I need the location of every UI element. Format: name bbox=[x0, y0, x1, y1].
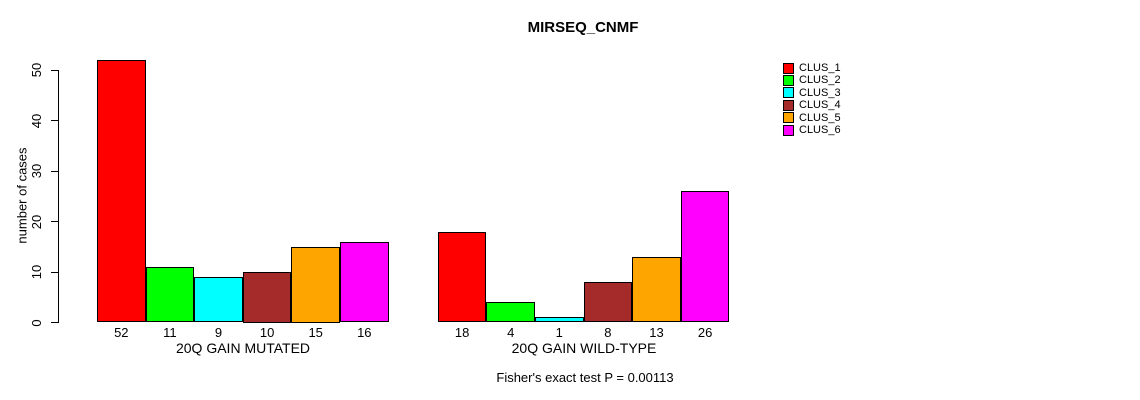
bar-value-label: 10 bbox=[259, 325, 275, 340]
fisher-test-footnote: Fisher's exact test P = 0.00113 bbox=[496, 370, 674, 385]
y-axis-tick bbox=[51, 322, 58, 323]
legend-item-clus_6: CLUS_6 bbox=[783, 124, 841, 136]
legend-swatch-icon bbox=[783, 62, 794, 74]
bar-value-label: 13 bbox=[649, 325, 664, 340]
y-axis-tick bbox=[51, 170, 58, 172]
bar-value-label: 26 bbox=[697, 325, 713, 340]
y-axis-tick-label: 10 bbox=[29, 264, 44, 280]
y-axis-tick bbox=[51, 69, 58, 71]
bar-value-label: 52 bbox=[114, 325, 129, 340]
y-axis-tick-label: 50 bbox=[29, 62, 44, 78]
bar-clus_2 bbox=[145, 266, 195, 323]
bar-clus_6 bbox=[680, 191, 730, 323]
bar-clus_3 bbox=[194, 277, 243, 323]
y-axis-tick bbox=[51, 221, 58, 222]
bar-value-label: 4 bbox=[507, 325, 515, 340]
bar-clus_5 bbox=[291, 246, 340, 323]
x-group-label-mutated: 20Q GAIN MUTATED bbox=[175, 340, 311, 356]
y-axis-tick-label: 30 bbox=[29, 163, 44, 179]
bar-value-label: 11 bbox=[163, 325, 177, 340]
bar-clus_5 bbox=[632, 256, 681, 323]
y-axis-tick-label: 0 bbox=[29, 318, 44, 327]
legend-item-label: CLUS_3 bbox=[799, 86, 841, 99]
bar-clus_4 bbox=[583, 282, 633, 323]
chart-title: MIRSEQ_CNMF bbox=[527, 19, 639, 36]
y-axis-tick-label: 20 bbox=[29, 214, 44, 229]
legend-item-clus_1: CLUS_1 bbox=[783, 62, 841, 74]
legend-swatch-icon bbox=[783, 74, 794, 86]
bar-value-label: 9 bbox=[214, 325, 223, 340]
legend-item-clus_5: CLUS_5 bbox=[783, 112, 841, 124]
legend-item-label: CLUS_1 bbox=[799, 62, 841, 74]
legend-swatch-icon bbox=[783, 124, 794, 136]
x-group-label-wild-type: 20Q GAIN WILD-TYPE bbox=[511, 340, 657, 356]
legend-swatch-icon bbox=[783, 112, 794, 124]
bar-clus_1 bbox=[97, 59, 146, 323]
legend-item-label: CLUS_6 bbox=[799, 124, 841, 136]
bar-value-label: 1 bbox=[555, 325, 563, 340]
legend-item-clus_2: CLUS_2 bbox=[783, 74, 841, 86]
legend-item-label: CLUS_5 bbox=[799, 111, 841, 124]
y-axis-label: number of cases bbox=[14, 147, 30, 244]
legend-item-label: CLUS_2 bbox=[799, 74, 841, 87]
bar-value-label: 15 bbox=[308, 325, 323, 340]
y-axis-line bbox=[58, 70, 59, 323]
y-axis-tick bbox=[51, 120, 58, 121]
bar-clus_4 bbox=[242, 272, 292, 323]
bar-clus_1 bbox=[437, 231, 487, 323]
legend-item-clus_4: CLUS_4 bbox=[783, 99, 841, 111]
bar-clus_6 bbox=[340, 241, 389, 323]
legend-item-clus_3: CLUS_3 bbox=[783, 87, 841, 99]
bar-clus_3 bbox=[535, 317, 584, 323]
bar-value-label: 16 bbox=[357, 325, 372, 340]
legend-swatch-icon bbox=[783, 99, 794, 111]
bar-clus_2 bbox=[486, 302, 535, 323]
y-axis-tick-label: 40 bbox=[29, 113, 44, 128]
bar-value-label: 8 bbox=[604, 325, 612, 340]
legend-item-label: CLUS_4 bbox=[799, 99, 841, 112]
legend-swatch-icon bbox=[783, 87, 794, 99]
bar-value-label: 18 bbox=[454, 325, 470, 340]
y-axis-tick bbox=[51, 271, 58, 273]
